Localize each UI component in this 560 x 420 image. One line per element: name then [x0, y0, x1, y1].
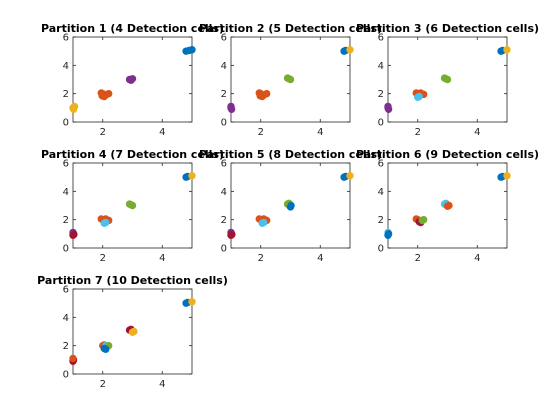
x-tick-label: 4 [474, 253, 480, 264]
data-point [346, 172, 354, 180]
data-point [384, 102, 392, 111]
data-point [503, 46, 511, 54]
y-tick-label: 6 [63, 285, 69, 296]
y-tick-label: 4 [63, 187, 69, 198]
data-point [130, 327, 138, 336]
data-point [346, 46, 354, 54]
subplot-title: Partition 5 (8 Detection cells) [199, 148, 382, 161]
data-point [98, 92, 106, 100]
x-tick-label: 2 [100, 379, 106, 390]
x-tick-label: 4 [159, 253, 165, 264]
x-tick-label: 2 [415, 253, 421, 264]
x-tick-label: 2 [100, 127, 106, 138]
subplot-5: 0 2 4 6 2 4 Partition 5 (8 Detection cells) [199, 148, 382, 264]
data-point [256, 92, 264, 100]
data-point [384, 230, 393, 238]
subplot-4: 0 2 4 6 2 4 Partition 4 (7 Detection cells) [41, 148, 224, 264]
y-tick-label: 6 [63, 33, 69, 44]
subplot-2: 0 2 4 6 2 4 Partition 2 (5 Detection cells) [199, 22, 382, 138]
subplot-1: 0 2 4 6 2 4 Partition 1 (4 Detection cells) [41, 22, 224, 138]
subplot-title: Partition 1 (4 Detection cells) [41, 22, 224, 35]
data-point [102, 345, 110, 353]
y-tick-label: 0 [63, 118, 69, 129]
x-tick-label: 2 [100, 253, 106, 264]
data-point [445, 201, 453, 210]
subplot-title: Partition 3 (6 Detection cells) [356, 22, 539, 35]
y-tick-label: 0 [63, 244, 69, 255]
x-tick-label: 4 [159, 379, 165, 390]
y-tick-label: 0 [63, 370, 69, 381]
y-tick-label: 6 [378, 33, 384, 44]
data-point [188, 298, 196, 306]
data-point [127, 201, 135, 209]
y-tick-label: 4 [63, 313, 69, 324]
y-tick-label: 0 [378, 118, 384, 129]
x-tick-label: 2 [258, 127, 264, 138]
y-tick-label: 4 [378, 61, 384, 72]
data-point [104, 89, 113, 98]
data-point [185, 46, 193, 55]
subplot-title: Partition 7 (10 Detection cells) [37, 274, 228, 287]
x-tick-label: 2 [258, 253, 264, 264]
y-tick-label: 2 [63, 89, 69, 100]
data-point [70, 230, 78, 239]
y-tick-label: 0 [221, 244, 227, 255]
data-point [228, 230, 236, 239]
data-point [418, 216, 426, 225]
subplot-6: 0 2 4 6 2 4 Partition 6 (9 Detection cells) [356, 148, 539, 264]
x-tick-label: 4 [474, 127, 480, 138]
data-point [414, 93, 422, 101]
x-tick-label: 2 [415, 127, 421, 138]
x-tick-label: 4 [317, 253, 323, 264]
data-point [258, 219, 266, 227]
data-point [100, 219, 108, 227]
data-point [263, 89, 271, 98]
y-tick-label: 2 [378, 89, 384, 100]
data-point [188, 172, 196, 180]
subplot-title: Partition 2 (5 Detection cells) [199, 22, 382, 35]
y-tick-label: 0 [221, 118, 227, 129]
data-point [503, 172, 511, 180]
y-tick-label: 2 [221, 215, 227, 226]
data-point [69, 105, 78, 113]
y-tick-label: 6 [221, 159, 227, 170]
y-tick-label: 4 [221, 61, 227, 72]
data-point [227, 102, 235, 111]
data-point [287, 201, 295, 210]
x-tick-label: 4 [317, 127, 323, 138]
data-point [285, 75, 293, 83]
y-tick-label: 6 [378, 159, 384, 170]
subplot-7: 0 2 4 6 2 4 Partition 7 (10 Detection cells) [37, 274, 228, 390]
y-tick-label: 6 [221, 33, 227, 44]
data-point [442, 75, 450, 83]
data-point [127, 76, 135, 84]
subplot-3: 0 2 4 6 2 4 Partition 3 (6 Detection cells) [356, 22, 539, 138]
y-tick-label: 2 [221, 89, 227, 100]
y-tick-label: 2 [378, 215, 384, 226]
subplot-title: Partition 6 (9 Detection cells) [356, 148, 539, 161]
y-tick-label: 4 [63, 61, 69, 72]
y-tick-label: 4 [378, 187, 384, 198]
y-tick-label: 2 [63, 215, 69, 226]
y-tick-label: 2 [63, 341, 69, 352]
data-point [69, 354, 77, 363]
subplot-title: Partition 4 (7 Detection cells) [41, 148, 224, 161]
y-tick-label: 4 [221, 187, 227, 198]
y-tick-label: 0 [378, 244, 384, 255]
y-tick-label: 6 [63, 159, 69, 170]
x-tick-label: 4 [159, 127, 165, 138]
